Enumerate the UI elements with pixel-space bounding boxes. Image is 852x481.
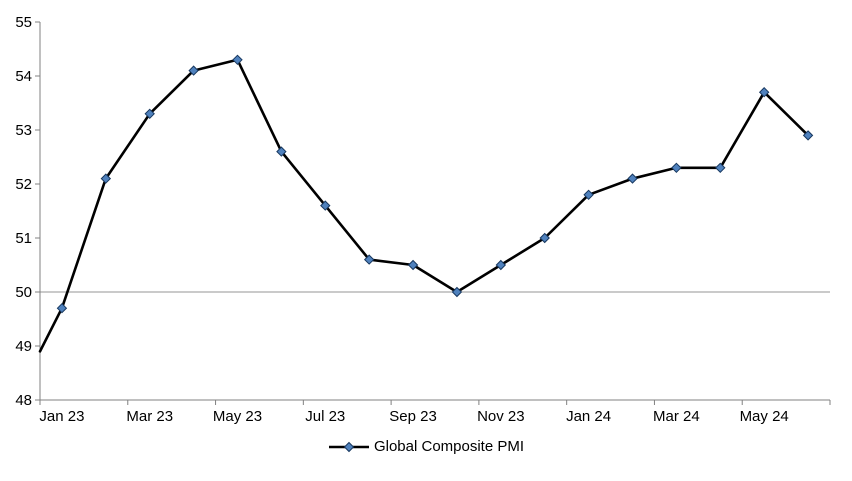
y-tick-label: 52	[15, 176, 32, 193]
legend-line-marker-icon	[328, 441, 369, 452]
y-tick-label: 50	[15, 284, 32, 301]
data-point-marker	[802, 130, 814, 141]
data-point-marker	[276, 146, 287, 157]
x-tick-label: Mar 24	[653, 408, 700, 425]
data-point-marker	[451, 286, 463, 298]
x-tick-label: May 23	[213, 408, 262, 425]
data-point-marker	[758, 86, 770, 98]
pmi-line	[38, 58, 810, 353]
chart-legend: Global Composite PMI	[0, 438, 852, 455]
data-point-marker	[671, 162, 682, 174]
x-tick-label: May 24	[740, 408, 789, 425]
data-point-marker	[627, 173, 638, 184]
y-tick-label: 49	[15, 338, 32, 355]
data-point-marker	[363, 254, 375, 265]
data-point-marker	[100, 173, 112, 184]
y-tick-label: 55	[15, 14, 32, 31]
data-point-marker	[715, 162, 726, 174]
data-point-marker	[539, 232, 550, 244]
data-point-marker	[320, 200, 331, 211]
data-point-marker	[495, 259, 507, 271]
x-tick-label: Nov 23	[477, 408, 525, 425]
y-tick-label: 53	[15, 122, 32, 139]
x-tick-label: Jan 24	[566, 408, 611, 425]
y-tick-label: 51	[15, 230, 32, 247]
data-point-marker	[188, 65, 199, 76]
legend-label: Global Composite PMI	[373, 438, 525, 455]
data-point-marker	[407, 259, 419, 271]
data-point-marker	[56, 302, 68, 314]
data-point-marker	[232, 54, 243, 66]
x-tick-label: Sep 23	[389, 408, 437, 425]
data-point-marker	[583, 189, 594, 201]
x-tick-label: Mar 23	[126, 408, 173, 425]
line-chart-canvas: 48 49 50 51 52 53 54 55 Jan 23 Mar 23 May 23 Jul 23…	[15, 14, 831, 425]
y-tick-label: 54	[15, 68, 32, 85]
x-tick-label: Jul 23	[305, 408, 345, 425]
data-point-marker	[144, 108, 155, 120]
y-tick-label: 48	[15, 392, 32, 409]
x-tick-label: Jan 23	[39, 408, 84, 425]
